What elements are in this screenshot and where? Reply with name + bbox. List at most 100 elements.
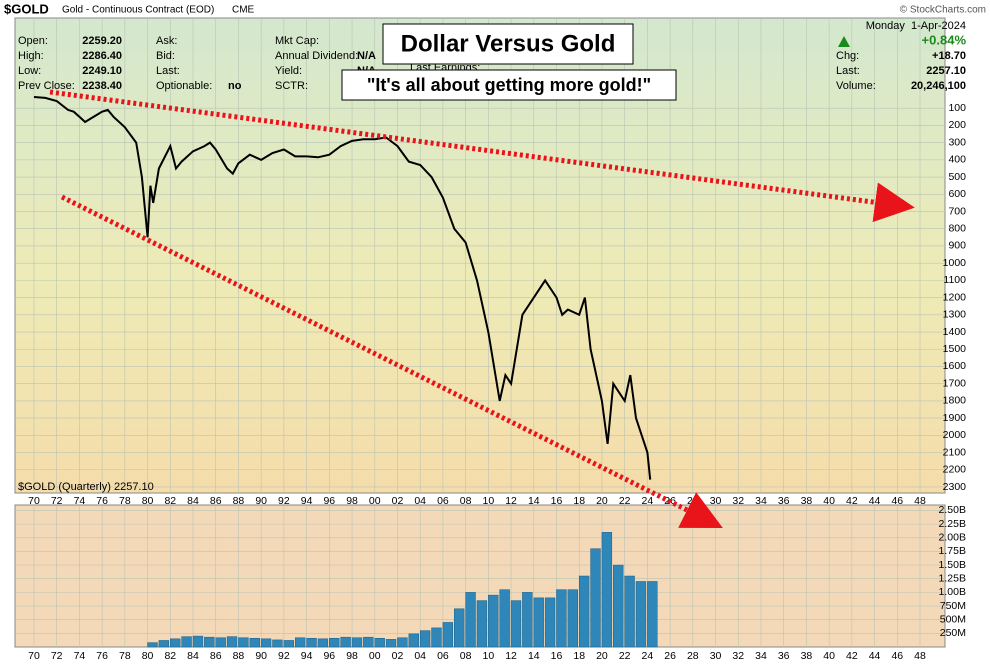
instrument-name: Gold - Continuous Contract (EOD) bbox=[62, 5, 214, 16]
x-tick-label: 08 bbox=[460, 495, 472, 507]
x-tick-label: 42 bbox=[846, 495, 858, 507]
volume-bar bbox=[260, 638, 272, 648]
y-tick-label: 900 bbox=[948, 240, 966, 252]
y-tick-label: 100 bbox=[948, 102, 966, 114]
volume-bar bbox=[544, 597, 556, 648]
x-tick-label: 90 bbox=[255, 650, 267, 662]
field-label: High: bbox=[18, 50, 44, 62]
x-tick-label: 46 bbox=[891, 495, 903, 507]
y-tick-label: 300 bbox=[948, 136, 966, 148]
y-tick-label: 750M bbox=[940, 600, 966, 612]
volume-bar bbox=[601, 532, 613, 648]
x-tick-label: 36 bbox=[778, 650, 790, 662]
volume-bar bbox=[317, 638, 329, 648]
x-tick-label: 24 bbox=[642, 495, 654, 507]
x-tick-label: 98 bbox=[346, 495, 358, 507]
volume-bar bbox=[363, 636, 374, 648]
volume-bar bbox=[294, 637, 306, 648]
volume-bar bbox=[204, 636, 215, 648]
volume-bar bbox=[408, 633, 419, 648]
x-tick-label: 08 bbox=[460, 650, 472, 662]
x-tick-label: 76 bbox=[96, 495, 108, 507]
field-value: 2259.20 bbox=[82, 35, 122, 47]
x-tick-label: 04 bbox=[414, 495, 426, 507]
volume-bar bbox=[181, 636, 192, 648]
x-tick-label: 80 bbox=[142, 495, 154, 507]
y-tick-label: 2200 bbox=[943, 464, 967, 476]
annotation-box bbox=[341, 69, 677, 101]
y-tick-label: 2000 bbox=[943, 429, 967, 441]
volume-bar bbox=[351, 637, 363, 648]
x-tick-label: 92 bbox=[278, 495, 290, 507]
x-tick-label: 72 bbox=[51, 650, 63, 662]
field-label: Ask: bbox=[156, 35, 177, 47]
field-label: Optionable: bbox=[156, 80, 212, 92]
volume-bar bbox=[476, 600, 488, 648]
volume-bar bbox=[488, 594, 499, 648]
y-tick-label: 1.75B bbox=[939, 545, 966, 557]
x-tick-label: 10 bbox=[483, 650, 495, 662]
y-tick-label: 600 bbox=[948, 188, 966, 200]
volume-bar bbox=[454, 608, 465, 648]
x-tick-label: 32 bbox=[732, 650, 744, 662]
x-tick-label: 12 bbox=[505, 495, 517, 507]
volume-bar bbox=[499, 589, 510, 648]
x-tick-label: 98 bbox=[346, 650, 358, 662]
x-tick-label: 70 bbox=[28, 495, 40, 507]
y-tick-label: 700 bbox=[948, 205, 966, 217]
x-tick-label: 82 bbox=[164, 495, 176, 507]
field-label: Annual Dividend: bbox=[275, 50, 358, 62]
change-pct: +0.84% bbox=[922, 32, 967, 47]
x-tick-label: 22 bbox=[619, 495, 631, 507]
field-value: +18.70 bbox=[932, 50, 966, 62]
volume-bar bbox=[590, 548, 601, 648]
x-tick-label: 30 bbox=[710, 650, 722, 662]
y-tick-label: 1.00B bbox=[939, 586, 966, 598]
volume-bar bbox=[306, 638, 317, 648]
x-tick-label: 76 bbox=[96, 650, 108, 662]
y-tick-label: 200 bbox=[948, 119, 966, 131]
volume-bar bbox=[578, 575, 590, 648]
x-tick-label: 32 bbox=[732, 495, 744, 507]
x-tick-label: 28 bbox=[687, 495, 699, 507]
volume-bar bbox=[192, 635, 204, 648]
x-tick-label: 40 bbox=[823, 495, 835, 507]
x-tick-label: 94 bbox=[301, 495, 313, 507]
volume-bar bbox=[431, 627, 442, 648]
y-tick-label: 1600 bbox=[943, 360, 967, 372]
field-label: Mkt Cap: bbox=[275, 35, 319, 47]
x-tick-label: 22 bbox=[619, 650, 631, 662]
x-tick-label: 30 bbox=[710, 495, 722, 507]
annotation-box bbox=[382, 23, 634, 65]
x-tick-label: 18 bbox=[573, 650, 585, 662]
exchange: CME bbox=[232, 5, 255, 16]
x-tick-label: 38 bbox=[801, 650, 813, 662]
x-tick-label: 20 bbox=[596, 495, 608, 507]
x-tick-label: 02 bbox=[392, 495, 404, 507]
x-tick-label: 44 bbox=[869, 650, 881, 662]
volume-bar bbox=[238, 637, 249, 648]
x-tick-label: 16 bbox=[551, 495, 563, 507]
trend-arrow bbox=[49, 89, 915, 223]
x-tick-label: 06 bbox=[437, 495, 449, 507]
x-tick-label: 26 bbox=[664, 650, 676, 662]
y-tick-label: 2.00B bbox=[939, 532, 966, 544]
y-tick-label: 400 bbox=[948, 154, 966, 166]
field-label: SCTR: bbox=[275, 80, 308, 92]
x-tick-label: 38 bbox=[801, 495, 813, 507]
x-tick-label: 42 bbox=[846, 650, 858, 662]
x-tick-label: 48 bbox=[914, 650, 926, 662]
x-tick-label: 82 bbox=[164, 650, 176, 662]
x-tick-label: 14 bbox=[528, 495, 540, 507]
volume-bar bbox=[374, 638, 385, 648]
y-tick-label: 1.25B bbox=[939, 573, 966, 585]
x-tick-label: 92 bbox=[278, 650, 290, 662]
field-label: Volume: bbox=[836, 80, 876, 92]
x-tick-label: 48 bbox=[914, 495, 926, 507]
y-tick-label: 1700 bbox=[943, 377, 967, 389]
volume-bar bbox=[340, 636, 351, 648]
volume-bar bbox=[397, 637, 408, 648]
x-tick-label: 24 bbox=[642, 650, 654, 662]
volume-bar bbox=[624, 575, 635, 648]
